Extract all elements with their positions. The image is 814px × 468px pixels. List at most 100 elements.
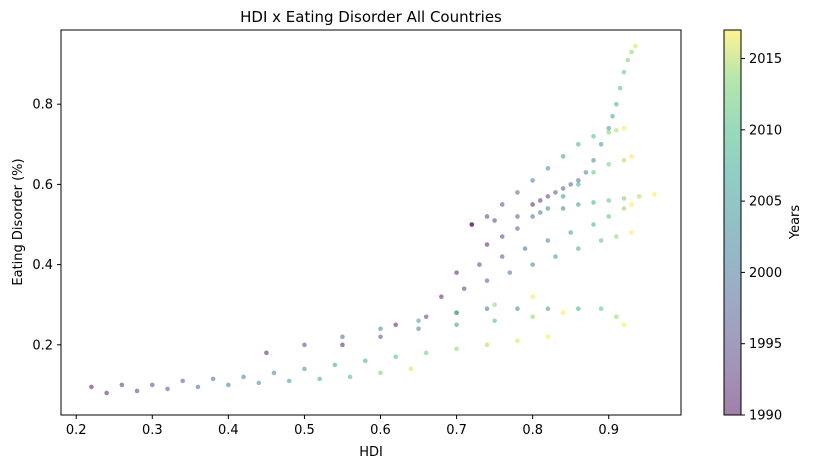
data-point (515, 190, 520, 195)
data-point (576, 306, 581, 312)
data-point (629, 154, 634, 159)
data-point (423, 350, 429, 356)
data-point (515, 306, 520, 312)
data-point (625, 57, 631, 63)
data-point (606, 214, 612, 219)
data-point (591, 170, 596, 175)
data-point (439, 294, 444, 299)
data-point (576, 202, 581, 207)
data-point (530, 294, 535, 299)
y-tick-label: 0.8 (32, 98, 53, 113)
data-point (515, 226, 520, 231)
data-point (545, 334, 551, 340)
data-point (576, 246, 581, 251)
data-point (614, 314, 619, 320)
data-point (393, 354, 399, 360)
data-point (499, 254, 505, 259)
data-point (507, 270, 513, 275)
data-point (454, 346, 459, 352)
data-point (553, 190, 558, 195)
data-point (226, 382, 231, 388)
data-point (576, 178, 581, 183)
data-point (530, 178, 535, 183)
data-point (119, 382, 125, 388)
data-point (454, 322, 459, 328)
data-point (492, 318, 497, 324)
data-point (271, 370, 277, 376)
data-point (362, 358, 368, 364)
data-point (286, 378, 292, 384)
data-point (378, 326, 383, 332)
data-point (515, 338, 520, 344)
y-tick-label: 0.2 (32, 338, 53, 353)
y-axis-ticks: 0.2 0.4 0.6 0.8 (32, 98, 61, 353)
colorbar-ticks: 1990 1995 2000 2005 2010 2015 (741, 52, 782, 424)
data-point (629, 49, 634, 55)
data-point (545, 166, 551, 171)
data-point (423, 314, 429, 320)
data-point (484, 214, 490, 219)
data-point (302, 342, 307, 348)
x-tick-label: 0.2 (66, 423, 87, 438)
data-point (652, 192, 657, 197)
x-tick-label: 0.8 (522, 423, 543, 438)
data-point (195, 384, 201, 390)
data-point (576, 182, 581, 187)
data-point (545, 206, 551, 211)
data-point (606, 198, 612, 203)
data-point (515, 214, 520, 219)
data-point (499, 234, 505, 239)
data-point (484, 242, 490, 247)
data-point (560, 206, 566, 211)
data-point (537, 198, 543, 203)
data-point (499, 202, 505, 207)
data-point (89, 384, 94, 390)
data-point (591, 133, 596, 139)
data-point (378, 334, 383, 340)
y-tick-label: 0.6 (32, 178, 53, 193)
data-point (614, 127, 619, 133)
data-point (614, 101, 619, 107)
colorbar-label: Years (788, 205, 803, 241)
data-point (560, 154, 566, 159)
chart-title: HDI x Eating Disorder All Countries (240, 8, 502, 26)
data-point (633, 43, 638, 49)
data-point (256, 380, 262, 386)
data-point (134, 388, 140, 394)
colorbar-tick-label: 2000 (749, 266, 782, 281)
data-points (89, 43, 657, 396)
data-point (317, 376, 322, 382)
data-point (180, 378, 186, 384)
data-point (484, 278, 490, 283)
data-point (560, 194, 566, 199)
colorbar-tick-label: 2015 (749, 52, 782, 67)
data-point (264, 350, 269, 356)
data-point (606, 162, 612, 167)
data-point (484, 342, 490, 348)
data-point (568, 182, 573, 187)
data-point (492, 302, 497, 308)
data-point (606, 129, 612, 135)
data-point (416, 326, 421, 332)
data-point (568, 230, 573, 235)
data-point (416, 318, 421, 324)
data-point (621, 206, 627, 211)
colorbar-tick-label: 1990 (749, 409, 782, 424)
data-point (606, 125, 612, 131)
data-point (454, 310, 459, 316)
data-point (149, 382, 155, 388)
data-point (591, 200, 596, 205)
data-point (302, 366, 307, 372)
data-point (553, 254, 558, 259)
colorbar (723, 29, 742, 416)
data-point (347, 374, 353, 380)
data-point (340, 342, 345, 348)
data-point (629, 230, 634, 235)
data-point (598, 306, 604, 312)
data-point (408, 366, 414, 372)
data-point (477, 262, 482, 267)
data-point (617, 85, 623, 91)
data-point (522, 246, 528, 251)
y-tick-label: 0.4 (32, 258, 53, 273)
data-point (340, 334, 345, 340)
